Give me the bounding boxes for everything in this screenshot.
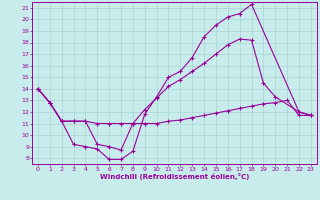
X-axis label: Windchill (Refroidissement éolien,°C): Windchill (Refroidissement éolien,°C) [100, 173, 249, 180]
